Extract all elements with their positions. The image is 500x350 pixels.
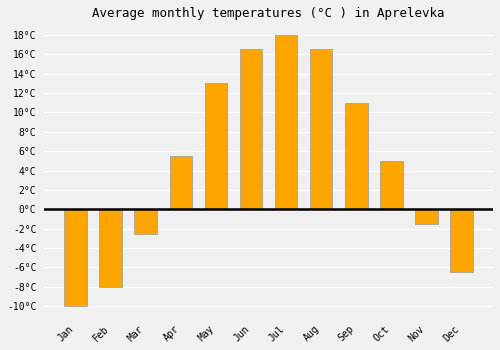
Title: Average monthly temperatures (°C ) in Aprelevka: Average monthly temperatures (°C ) in Ap… [92,7,445,20]
Bar [310,49,332,209]
Bar [134,209,157,233]
Bar [64,209,87,306]
Bar [450,209,472,272]
Bar [204,83,228,209]
Bar [274,35,297,209]
Bar [170,156,192,209]
Bar [380,161,402,209]
Bar [100,209,122,287]
Bar [415,209,438,224]
Bar [240,49,262,209]
Bar [344,103,368,209]
